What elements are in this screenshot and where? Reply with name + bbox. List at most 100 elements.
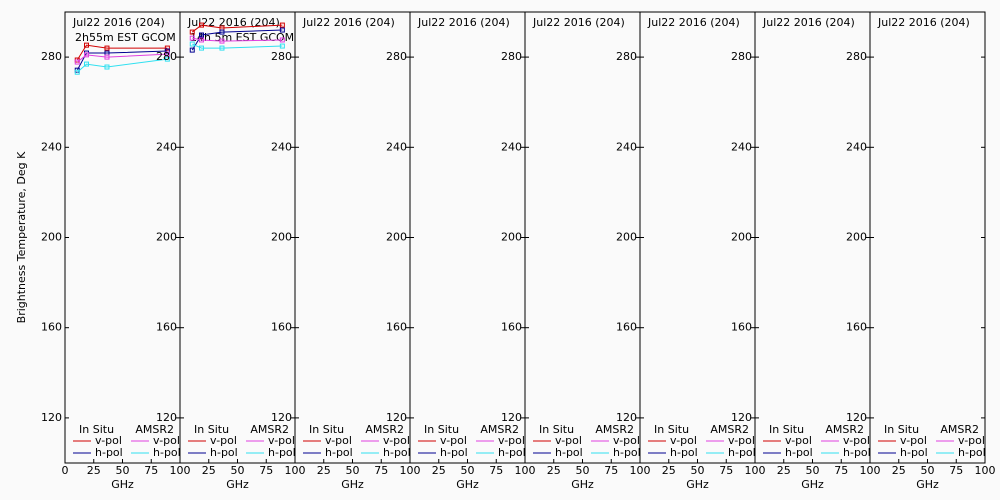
panel-title: Jul22 2016 (204) [302,16,395,29]
y-tick-label: 160 [846,321,867,334]
legend-label: h-pol [958,446,986,459]
legend-header: In Situ [424,423,459,436]
data-point [189,41,195,47]
legend-label: v-pol [268,434,295,447]
y-tick-label: 160 [386,321,407,334]
legend-label: h-pol [95,446,123,459]
legend-header: AMSR2 [480,423,519,436]
x-tick-label: 50 [231,464,245,477]
legend-label: h-pol [555,446,583,459]
x-tick-label: 50 [806,464,820,477]
y-tick-label: 240 [501,140,522,153]
x-tick-label: 50 [346,464,360,477]
legend-label: v-pol [210,434,237,447]
legend-header: In Situ [539,423,574,436]
plot-frame [869,11,986,464]
y-tick-label: 160 [501,321,522,334]
data-point [279,37,285,43]
y-tick-label: 120 [41,411,62,424]
x-axis-label: GHz [916,478,939,491]
x-tick-label: 25 [432,464,446,477]
data-point [199,45,205,51]
legend-header: AMSR2 [710,423,749,436]
x-tick-label: 100 [745,464,766,477]
x-tick-label: 25 [317,464,331,477]
y-tick-label: 200 [386,231,407,244]
data-point [189,47,195,53]
y-tick-label: 160 [731,321,752,334]
legend-header: AMSR2 [595,423,634,436]
legend-label: h-pol [325,446,353,459]
y-tick-label: 160 [271,321,292,334]
y-tick-label: 120 [846,411,867,424]
legend-label: h-pol [498,446,526,459]
legend-header: In Situ [654,423,689,436]
x-tick-label: 100 [630,464,651,477]
data-point [104,64,110,70]
data-point [104,45,110,51]
data-point [199,32,205,38]
data-point [199,37,205,43]
y-tick-label: 120 [156,411,177,424]
panel-title: Jul22 2016 (204) [417,16,510,29]
legend-header: In Situ [309,423,344,436]
legend-header: AMSR2 [250,423,289,436]
legend-label: v-pol [555,434,582,447]
x-axis-label: GHz [341,478,364,491]
y-tick-label: 240 [731,140,752,153]
y-tick-label: 240 [156,140,177,153]
y-tick-label: 280 [41,50,62,63]
legend-label: v-pol [95,434,122,447]
x-tick-label: 75 [834,464,848,477]
legend-label: h-pol [268,446,296,459]
data-point [279,22,285,28]
data-point [189,29,195,35]
data-point [84,42,90,48]
x-tick-label: 0 [62,464,69,477]
x-tick-label: 100 [860,464,881,477]
legend-label: v-pol [325,434,352,447]
data-point [219,45,225,51]
legend-label: h-pol [670,446,698,459]
data-point [164,51,170,57]
x-tick-label: 100 [170,464,191,477]
data-point [219,38,225,44]
legend-label: h-pol [900,446,928,459]
legend-header: In Situ [769,423,804,436]
x-tick-label: 25 [202,464,216,477]
y-tick-label: 240 [41,140,62,153]
x-tick-label: 50 [921,464,935,477]
y-tick-label: 160 [616,321,637,334]
y-tick-label: 240 [271,140,292,153]
x-tick-label: 75 [719,464,733,477]
x-tick-label: 25 [547,464,561,477]
x-axis-label: GHz [686,478,709,491]
y-tick-label: 240 [616,140,637,153]
legend-label: h-pol [728,446,756,459]
x-tick-label: 100 [515,464,536,477]
panel-title: Jul22 2016 (204) [72,16,165,29]
y-tick-label: 120 [501,411,522,424]
legend-label: v-pol [728,434,755,447]
x-tick-label: 25 [662,464,676,477]
series-line [191,29,283,51]
legend-label: v-pol [498,434,525,447]
x-tick-label: 75 [374,464,388,477]
x-axis-label: GHz [111,478,134,491]
series-line [76,50,168,71]
series-line [192,43,283,49]
legend-label: h-pol [843,446,871,459]
y-tick-label: 280 [501,50,522,63]
legend-header: AMSR2 [365,423,404,436]
x-tick-label: 25 [892,464,906,477]
x-tick-label: 50 [691,464,705,477]
y-tick-label: 280 [156,50,177,63]
y-tick-label: 280 [846,50,867,63]
y-tick-label: 120 [731,411,752,424]
series-line [76,53,168,63]
y-tick-label: 200 [846,231,867,244]
legend-label: h-pol [383,446,411,459]
data-point [279,43,285,49]
y-tick-label: 280 [386,50,407,63]
legend-label: h-pol [153,446,181,459]
